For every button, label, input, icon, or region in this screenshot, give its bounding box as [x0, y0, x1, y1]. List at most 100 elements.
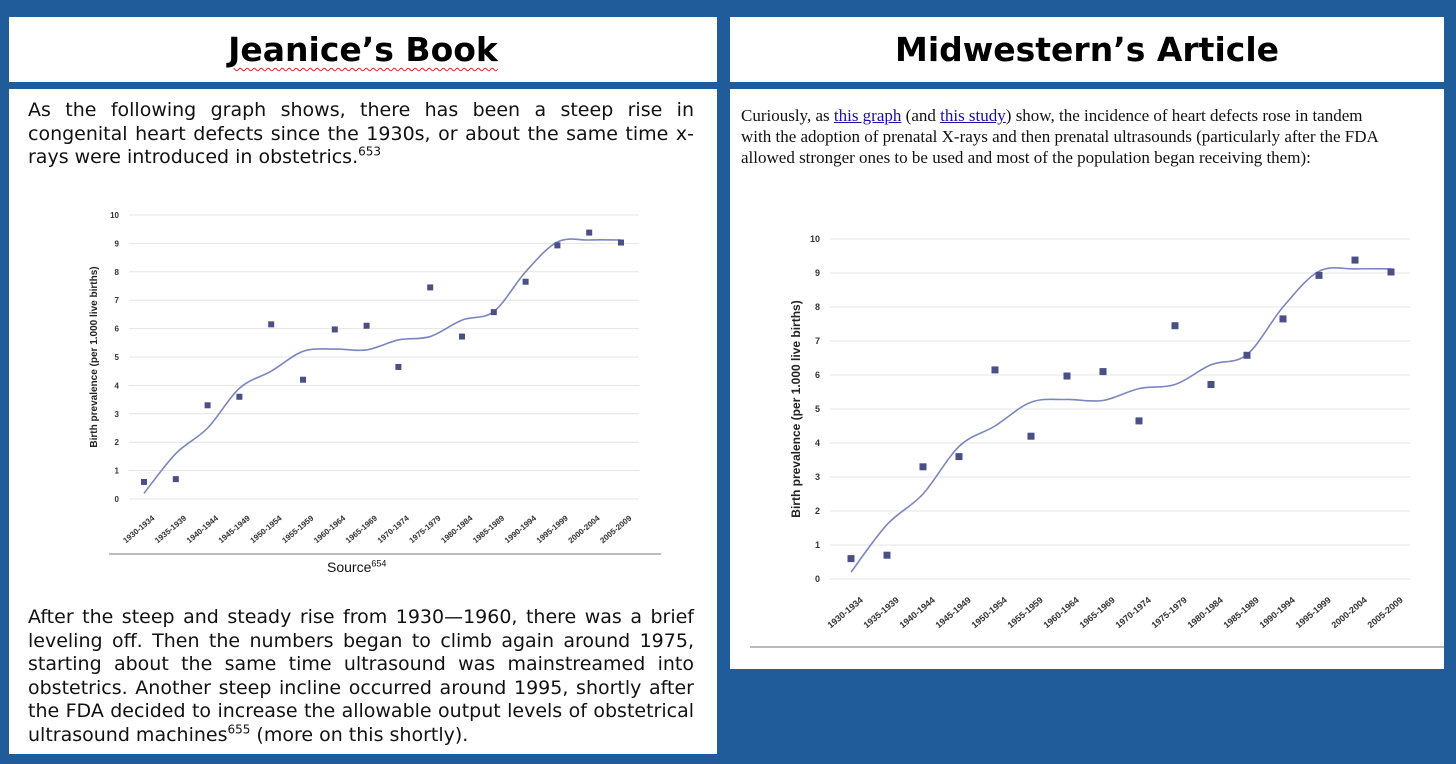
data-point	[141, 478, 147, 485]
left-intro-paragraph: As the following graph shows, there has …	[28, 99, 694, 170]
y-tick-label: 9	[815, 268, 820, 278]
left-outro-ref: 655	[227, 722, 251, 737]
y-axis-label: Birth prevalence (per 1.000 live births)	[789, 300, 803, 517]
trend-line	[850, 267, 1392, 573]
y-tick-label: 1	[815, 540, 820, 550]
right-chart: 0 1 2 3 4 5 6 7 8 9 10 Birth prevalence (per 1.000 …	[750, 234, 1444, 648]
data-point	[1099, 368, 1107, 376]
x-tick-label: 1980-1984	[439, 513, 475, 545]
x-tick-label: 1995-1999	[1293, 595, 1332, 630]
y-tick-label: 0	[815, 574, 820, 584]
data-point	[363, 322, 370, 329]
right-paragraph: Curiously, as this graph (and this study…	[741, 105, 1381, 168]
y-tick-label: 4	[815, 438, 820, 448]
data-point	[618, 239, 624, 246]
x-tick-label: 2000-2004	[567, 513, 603, 545]
data-point	[331, 326, 338, 333]
data-point	[490, 309, 497, 316]
x-tick-label: 1990-1994	[503, 513, 539, 545]
data-point	[919, 463, 927, 471]
left-outro-text: After the steep and steady rise from 193…	[28, 606, 694, 746]
data-point	[395, 363, 402, 370]
data-point	[1315, 271, 1323, 279]
left-source-ref: 654	[371, 558, 387, 569]
data-point	[991, 366, 999, 374]
data-point	[522, 278, 529, 285]
right-text-c: ) show, the incidence of heart defects r…	[741, 106, 1378, 167]
x-tick-label: 1965-1969	[1077, 595, 1116, 630]
data-point	[955, 453, 963, 461]
y-tick-label: 2	[815, 506, 820, 516]
data-point	[1387, 268, 1395, 276]
data-point	[427, 284, 434, 291]
x-tick-label: 1975-1979	[408, 513, 444, 545]
y-tick-label: 5	[815, 404, 820, 414]
x-tick-label: 1950-1954	[969, 595, 1008, 630]
y-tick-label: 7	[115, 296, 120, 305]
data-point	[300, 376, 306, 383]
x-tick-label: 1945-1949	[217, 513, 253, 545]
x-tick-label: 1940-1944	[185, 513, 221, 545]
x-tick-label: 1935-1939	[861, 595, 900, 630]
y-tick-label: 4	[115, 381, 120, 390]
x-tick-label: 1940-1944	[897, 595, 936, 630]
left-intro-ref: 653	[358, 144, 382, 159]
data-point	[172, 476, 179, 483]
trend-line	[143, 238, 622, 494]
x-tick-label: 1960-1964	[1041, 595, 1080, 630]
data-point	[554, 242, 561, 249]
x-tick-label: 1980-1984	[1185, 595, 1224, 630]
left-intro-text: As the following graph shows, there has …	[28, 99, 694, 169]
left-outro-tail: (more on this shortly).	[250, 723, 469, 746]
right-title-box: Midwestern’s Article	[730, 17, 1444, 82]
left-content-panel: As the following graph shows, there has …	[9, 89, 717, 754]
y-tick-label: 10	[810, 234, 820, 244]
x-tick-label: 1960-1964	[312, 513, 348, 545]
data-point	[586, 229, 593, 236]
x-tick-label: 1985-1989	[1221, 595, 1260, 630]
data-point	[1243, 351, 1251, 359]
x-tick-label: 1990-1994	[1257, 595, 1296, 630]
y-tick-label: 9	[115, 239, 120, 248]
x-tick-label: 1970-1974	[376, 513, 412, 545]
x-tick-label: 1995-1999	[535, 513, 571, 545]
y-tick-label: 7	[815, 336, 820, 346]
right-text-b: (and	[901, 106, 941, 125]
y-tick-label: 1	[115, 467, 120, 476]
y-axis-label: Birth prevalence (per 1.000 live births)	[89, 266, 100, 447]
data-point	[1135, 417, 1143, 425]
x-tick-label: 2005-2009	[598, 513, 634, 545]
left-source-label: Source	[327, 559, 372, 575]
right-content-panel: Curiously, as this graph (and this study…	[730, 89, 1444, 669]
data-point	[204, 402, 211, 409]
this-graph-link[interactable]: this graph	[833, 106, 902, 125]
y-tick-label: 10	[110, 211, 119, 220]
left-title-box: Jeanice’s Book	[9, 17, 717, 82]
right-text-a: Curiously, as	[741, 106, 834, 125]
data-point	[1027, 432, 1035, 440]
x-tick-label: 1955-1959	[280, 513, 316, 545]
right-title: Midwestern’s Article	[894, 30, 1280, 69]
x-tick-label: 2005-2009	[1365, 595, 1404, 630]
left-outro-paragraph: After the steep and steady rise from 193…	[28, 606, 694, 748]
x-tick-label: 2000-2004	[1329, 595, 1368, 630]
y-tick-label: 0	[115, 495, 120, 504]
y-tick-label: 8	[815, 302, 820, 312]
x-tick-label: 1930-1934	[825, 595, 864, 630]
x-tick-label: 1935-1939	[153, 513, 189, 545]
y-tick-label: 2	[115, 438, 120, 447]
y-tick-label: 5	[115, 353, 120, 362]
data-point	[883, 551, 891, 559]
left-title: Jeanice’s Book	[228, 30, 498, 69]
data-point	[847, 555, 855, 563]
data-point	[268, 321, 275, 328]
data-point	[1279, 315, 1287, 323]
y-tick-label: 6	[815, 370, 820, 380]
y-tick-label: 3	[815, 472, 820, 482]
x-tick-label: 1930-1934	[121, 513, 157, 545]
x-tick-label: 1965-1969	[344, 513, 380, 545]
left-source: Source654	[327, 559, 386, 575]
x-tick-label: 1975-1979	[1149, 595, 1188, 630]
this-study-link[interactable]: this study	[940, 106, 1006, 125]
x-tick-label: 1985-1989	[471, 513, 507, 545]
